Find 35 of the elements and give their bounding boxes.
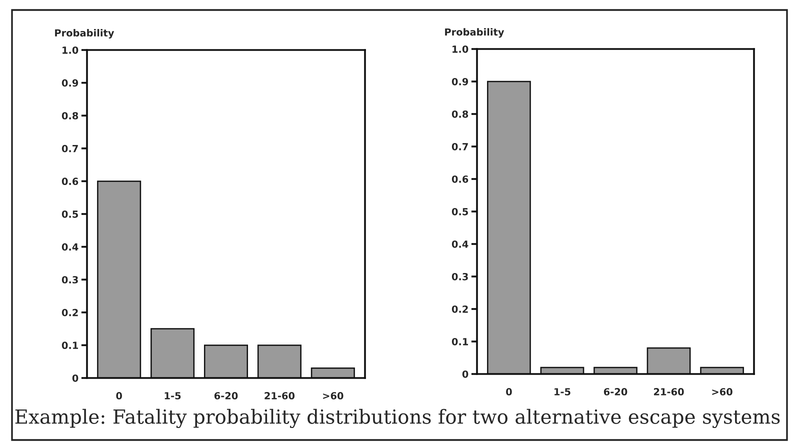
y-tick-label: 0 [462, 370, 468, 378]
y-tick-label: 0 [72, 374, 78, 382]
y-tick-label: 0.2 [62, 308, 78, 316]
x-tick-label: >60 [323, 392, 344, 400]
y-tick-label: 0.6 [452, 175, 468, 183]
x-tick-label: 0 [506, 388, 512, 396]
y-tick-label: 0.3 [62, 276, 78, 284]
x-tick-label: 21-60 [654, 388, 684, 396]
x-tick-label: 0 [116, 392, 122, 400]
y-tick-label: 0.7 [452, 142, 468, 150]
y-tick-label: 0.7 [62, 144, 78, 152]
y-tick-label: 0.1 [452, 338, 468, 346]
x-tick-label: 6-20 [214, 392, 238, 400]
y-tick-label: 0.9 [62, 79, 78, 87]
y-tick-label: 0.4 [452, 240, 468, 248]
y-axis-title: Probability [55, 29, 114, 39]
y-tick-label: 0.5 [62, 210, 78, 218]
x-tick-label: 1-5 [164, 392, 181, 400]
x-tick-label: 21-60 [264, 392, 295, 400]
x-tick-label: >60 [712, 388, 732, 396]
y-tick-label: 1.0 [62, 46, 78, 54]
y-axis-title: Probability [445, 28, 504, 38]
y-tick-label: 0.2 [452, 305, 468, 313]
x-tick-label: 1-5 [554, 388, 570, 396]
y-tick-label: 0.3 [452, 272, 468, 280]
y-tick-label: 0.1 [62, 342, 78, 350]
y-tick-label: 0.8 [62, 112, 78, 120]
y-tick-label: 0.6 [62, 178, 78, 186]
text: Example: Fatality probability distributions for two alternative escape systems [15, 408, 780, 428]
y-tick-label: 0.5 [452, 208, 468, 216]
x-tick-label: 6-20 [604, 388, 628, 396]
y-tick-label: 1.0 [452, 45, 468, 53]
y-tick-label: 0.4 [62, 243, 78, 251]
y-tick-label: 0.9 [452, 78, 468, 86]
y-tick-label: 0.8 [452, 110, 468, 118]
